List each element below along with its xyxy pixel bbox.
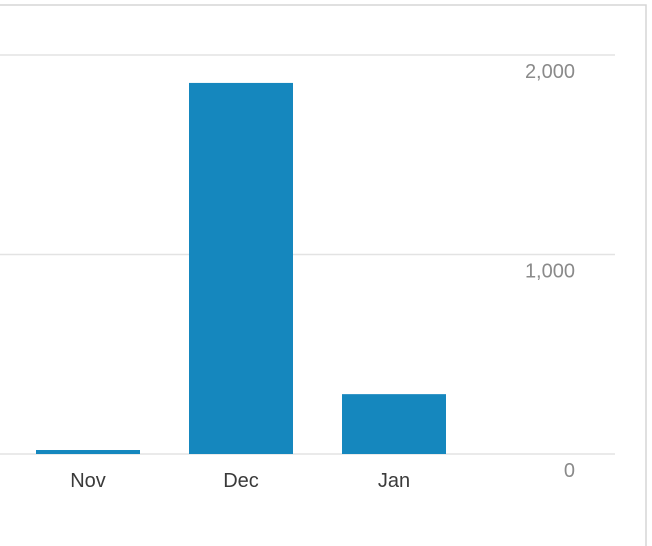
bar [36, 450, 140, 454]
bar [342, 394, 446, 454]
x-tick-label: Dec [223, 470, 259, 492]
y-tick-label: 0 [564, 460, 575, 482]
x-tick-label: Nov [70, 470, 106, 492]
y-tick-label: 2,000 [525, 61, 575, 83]
x-tick-label: Jan [378, 470, 410, 492]
chart-frame [0, 4, 647, 546]
bar [189, 82, 293, 455]
y-tick-label: 1,000 [525, 261, 575, 283]
